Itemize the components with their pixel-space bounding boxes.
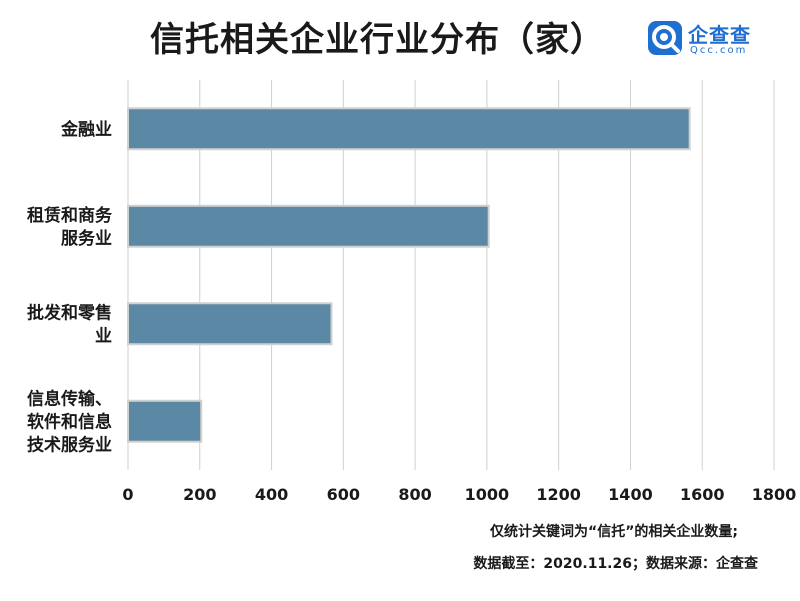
category-label: 批发和零售 [27, 302, 112, 323]
bar [127, 204, 490, 248]
x-tick-label: 800 [398, 485, 431, 504]
category-label: 业 [95, 326, 112, 346]
category-label: 服务业 [61, 228, 112, 249]
chart-title: 信托相关企业行业分布（家） [150, 20, 605, 60]
x-tick-label: 1200 [536, 485, 581, 504]
x-tick-label: 1600 [680, 485, 725, 504]
logo-domain: Qcc.com [690, 45, 748, 56]
bar [127, 399, 203, 443]
category-label: 租赁和商务 [27, 205, 113, 226]
x-axis-ticks: 0 200 400 600 800 1000 1200 1400 1600 1800 [122, 485, 796, 504]
x-tick-label: 1000 [465, 485, 510, 504]
x-tick-label: 600 [327, 485, 360, 504]
x-tick-label: 1400 [608, 485, 653, 504]
bar [127, 302, 333, 346]
x-tick-label: 0 [122, 485, 133, 504]
bar [127, 107, 691, 151]
qcc-logo: 企查查 Qcc.com [647, 18, 787, 68]
logo-name: 企查查 [688, 23, 751, 47]
bars [127, 107, 691, 443]
category-label: 软件和信息 [27, 411, 112, 432]
x-tick-label: 1800 [752, 485, 797, 504]
x-tick-label: 400 [255, 485, 288, 504]
footnote-source: 数据截至：2020.11.26；数据来源：企查查 [473, 556, 758, 572]
qcc-logo-icon [648, 21, 682, 55]
footnote-scope: 仅统计关键词为“信托”的相关企业数量; [490, 524, 738, 540]
x-tick-label: 200 [183, 485, 216, 504]
category-label: 技术服务业 [27, 434, 112, 455]
category-label: 信息传输、 [27, 388, 112, 409]
category-label: 金融业 [60, 119, 112, 140]
